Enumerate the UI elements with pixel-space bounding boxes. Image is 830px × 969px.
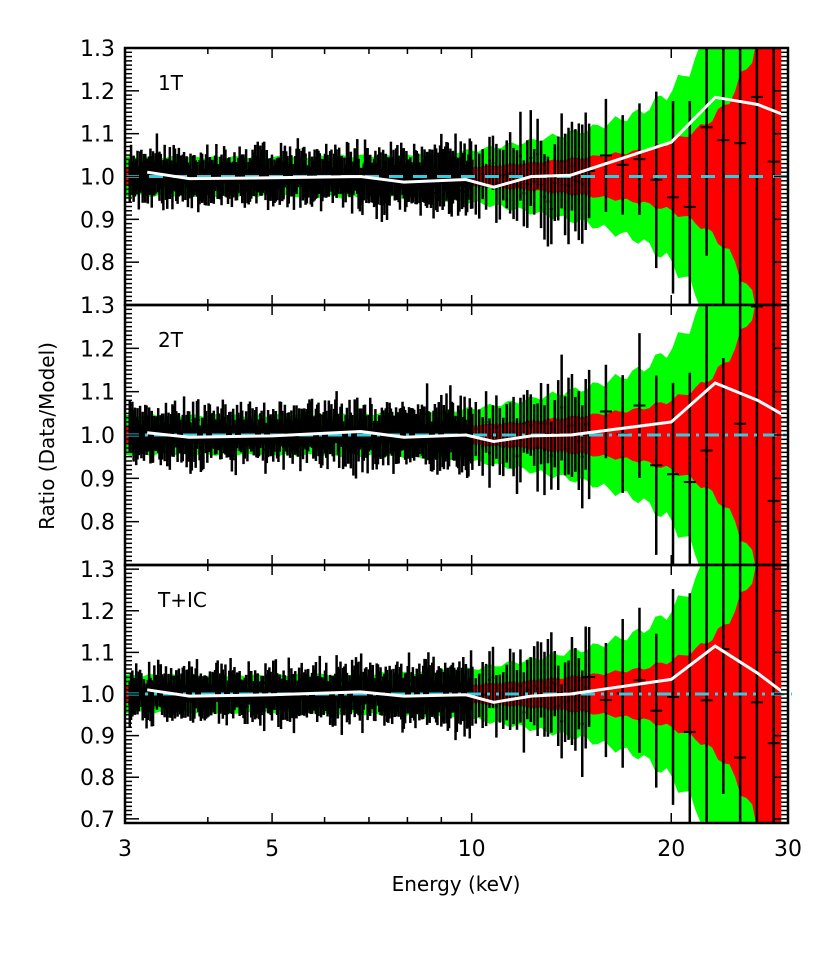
x-tick-label: 30 bbox=[774, 837, 802, 862]
y-ticks bbox=[124, 47, 789, 306]
x-tick-label: 10 bbox=[458, 837, 486, 862]
y-tick-label: 0.7 bbox=[80, 808, 115, 833]
panels: 1.3 1.2 1.1 1.0 0.9 0.8 1T 1.3 1.2 1.1 1.0 0.9 0.8 2T… bbox=[80, 37, 792, 833]
y-axis-title: Ratio (Data/Model) bbox=[35, 342, 59, 530]
y-tick-label: 1.3 bbox=[80, 294, 115, 319]
y-tick-label: 1.3 bbox=[80, 37, 115, 62]
y-tick-label: 1.3 bbox=[80, 558, 115, 583]
y-tick-label: 0.8 bbox=[80, 766, 115, 791]
y-tick-label: 1.2 bbox=[80, 80, 115, 105]
y-ticks bbox=[124, 564, 789, 824]
panel-label: 2T bbox=[158, 328, 184, 352]
y-tick-label: 1.0 bbox=[80, 424, 115, 449]
y-tick-label: 0.9 bbox=[80, 467, 115, 492]
y-tick-label: 0.8 bbox=[80, 251, 115, 276]
y-tick-label: 1.1 bbox=[80, 641, 115, 666]
y-tick-label: 1.1 bbox=[80, 123, 115, 148]
y-tick-label: 0.8 bbox=[80, 511, 115, 536]
model-ratio-line bbox=[146, 95, 789, 189]
y-tick-label: 1.0 bbox=[80, 166, 115, 191]
y-tick-label: 0.9 bbox=[80, 725, 115, 750]
x-tick-label: 3 bbox=[118, 837, 132, 862]
x-tick-labels: 3 5 10 20 30 bbox=[118, 837, 802, 862]
y-ticks bbox=[124, 304, 789, 566]
y-tick-label: 1.2 bbox=[80, 600, 115, 625]
y-tick-label: 1.1 bbox=[80, 381, 115, 406]
panel-tplusic: 1.3 1.2 1.1 1.0 0.9 0.8 0.7 T+IC bbox=[80, 558, 792, 833]
y-tick-label: 0.9 bbox=[80, 208, 115, 233]
x-axis-title: Energy (keV) bbox=[392, 872, 521, 896]
panel-1t: 1.3 1.2 1.1 1.0 0.9 0.8 1T bbox=[80, 37, 792, 307]
x-tick-label: 20 bbox=[657, 837, 685, 862]
x-tick-label: 5 bbox=[265, 837, 279, 862]
panel-2t: 1.3 1.2 1.1 1.0 0.9 0.8 2T bbox=[80, 294, 792, 567]
panel-label: 1T bbox=[158, 71, 184, 95]
y-tick-label: 1.2 bbox=[80, 337, 115, 362]
model-ratio-line bbox=[147, 381, 789, 444]
model-ratio-line bbox=[146, 644, 789, 704]
panel-label: T+IC bbox=[157, 588, 207, 612]
y-tick-label: 1.0 bbox=[80, 683, 115, 708]
